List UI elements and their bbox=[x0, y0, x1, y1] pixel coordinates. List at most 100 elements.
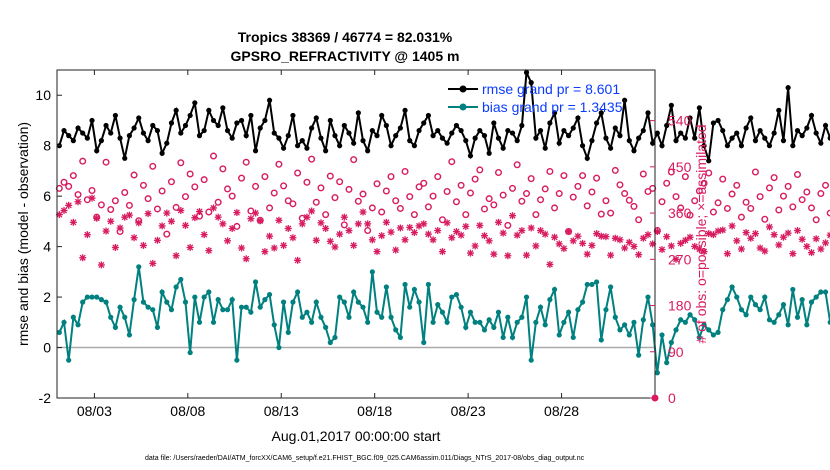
obs-assimilated-point bbox=[457, 231, 465, 239]
bias-point bbox=[112, 324, 118, 330]
obs-assimilated-point bbox=[644, 231, 652, 239]
bias-point bbox=[486, 317, 492, 323]
bias-point bbox=[421, 339, 427, 346]
obs-assimilated-point bbox=[186, 243, 194, 251]
obs-possible-point bbox=[765, 184, 773, 192]
bias-point bbox=[640, 317, 646, 323]
rmse-point bbox=[61, 127, 67, 134]
y2-tick-label: 270 bbox=[668, 251, 692, 267]
bias-point bbox=[622, 322, 628, 328]
x-tick-label: 08/03 bbox=[77, 403, 112, 419]
bias-point bbox=[818, 289, 824, 295]
obs-assimilated-point bbox=[630, 242, 638, 250]
rmse-point bbox=[822, 122, 829, 129]
obs-assimilated-point bbox=[569, 237, 577, 245]
rmse-point bbox=[706, 158, 712, 164]
obs-assimilated-point bbox=[784, 229, 792, 237]
obs-possible-point bbox=[270, 189, 278, 197]
bias-point bbox=[407, 304, 413, 310]
rmse-point bbox=[295, 143, 301, 149]
obs-possible-point bbox=[644, 187, 652, 195]
x-tick-label: 08/28 bbox=[544, 403, 579, 419]
obs-assimilated-point bbox=[779, 233, 787, 241]
obs-possible-point bbox=[242, 158, 250, 166]
obs-assimilated-point bbox=[368, 236, 376, 244]
rmse-point bbox=[285, 133, 291, 139]
obs-possible-point bbox=[635, 216, 643, 224]
obs-assimilated-point bbox=[144, 210, 152, 218]
obs-assimilated-point bbox=[326, 237, 334, 245]
obs-assimilated-point bbox=[775, 241, 783, 249]
obs-possible-point bbox=[359, 190, 367, 198]
obs-assimilated-point bbox=[340, 213, 348, 221]
rmse-point bbox=[439, 135, 446, 141]
obs-possible-point bbox=[88, 186, 96, 194]
obs-possible-point bbox=[504, 221, 512, 229]
obs-possible-point bbox=[509, 184, 517, 192]
rmse-point bbox=[645, 110, 651, 116]
rmse-point bbox=[407, 138, 413, 144]
y-tick-label: 4 bbox=[43, 239, 51, 255]
obs-assimilated-point bbox=[125, 211, 133, 219]
bias-point bbox=[351, 289, 357, 295]
bias-point bbox=[776, 312, 782, 318]
obs-possible-point bbox=[228, 192, 236, 200]
obs-assimilated-point bbox=[490, 250, 498, 258]
obs-possible-point bbox=[331, 194, 339, 202]
obs-possible-point bbox=[672, 193, 680, 201]
rmse-point bbox=[84, 135, 90, 141]
obs-possible-point bbox=[593, 174, 601, 182]
rmse-point bbox=[70, 138, 76, 144]
obs-assimilated-point bbox=[751, 230, 759, 238]
obs-assimilated-point bbox=[135, 219, 143, 227]
rmse-point bbox=[257, 125, 263, 131]
obs-assimilated-point bbox=[826, 231, 830, 239]
obs-assimilated-point bbox=[373, 248, 381, 256]
bias-point bbox=[598, 337, 604, 343]
obs-assimilated-point bbox=[723, 250, 731, 258]
rmse-point bbox=[463, 138, 469, 144]
obs-possible-point bbox=[630, 202, 638, 210]
bias-point bbox=[299, 314, 305, 320]
rmse-point bbox=[252, 148, 259, 154]
obs-possible-point bbox=[181, 193, 189, 201]
bias-point bbox=[332, 334, 338, 341]
bias-point bbox=[94, 294, 100, 300]
obs-assimilated-point bbox=[149, 259, 157, 267]
bias-point bbox=[757, 307, 763, 313]
obs-possible-point bbox=[420, 179, 428, 187]
rmse-point bbox=[570, 125, 576, 131]
obs-assimilated-point bbox=[210, 204, 218, 212]
rmse-point bbox=[411, 143, 417, 149]
bias-point bbox=[393, 327, 399, 333]
rmse-point bbox=[248, 112, 254, 119]
obs-assimilated-point bbox=[382, 218, 390, 226]
rmse-point bbox=[547, 120, 553, 126]
rmse-point bbox=[785, 85, 791, 91]
obs-possible-point bbox=[392, 197, 400, 205]
rmse-point bbox=[103, 122, 109, 129]
bias-point bbox=[687, 312, 693, 318]
obs-possible-point bbox=[747, 204, 755, 212]
obs-possible-point bbox=[527, 175, 535, 183]
rmse-point bbox=[650, 140, 656, 146]
obs-possible-point bbox=[191, 183, 199, 191]
bias-point bbox=[220, 307, 226, 313]
obs-possible-point bbox=[415, 183, 423, 191]
obs-possible-point bbox=[312, 198, 320, 206]
rmse-point bbox=[112, 112, 118, 119]
bias-point bbox=[365, 319, 371, 325]
obs-assimilated-point bbox=[275, 216, 283, 224]
bias-point bbox=[636, 352, 642, 358]
obs-possible-point bbox=[336, 178, 344, 186]
obs-assimilated-point bbox=[331, 243, 339, 251]
obs-possible-point bbox=[602, 197, 610, 205]
obs-assimilated-point bbox=[822, 239, 830, 247]
obs-assimilated-point bbox=[625, 238, 633, 246]
obs-possible-point bbox=[186, 170, 194, 178]
bias-point bbox=[729, 284, 735, 290]
obs-possible-point bbox=[345, 185, 353, 193]
obs-possible-point bbox=[480, 205, 488, 213]
rmse-point bbox=[467, 153, 474, 159]
plot-area bbox=[55, 68, 830, 376]
